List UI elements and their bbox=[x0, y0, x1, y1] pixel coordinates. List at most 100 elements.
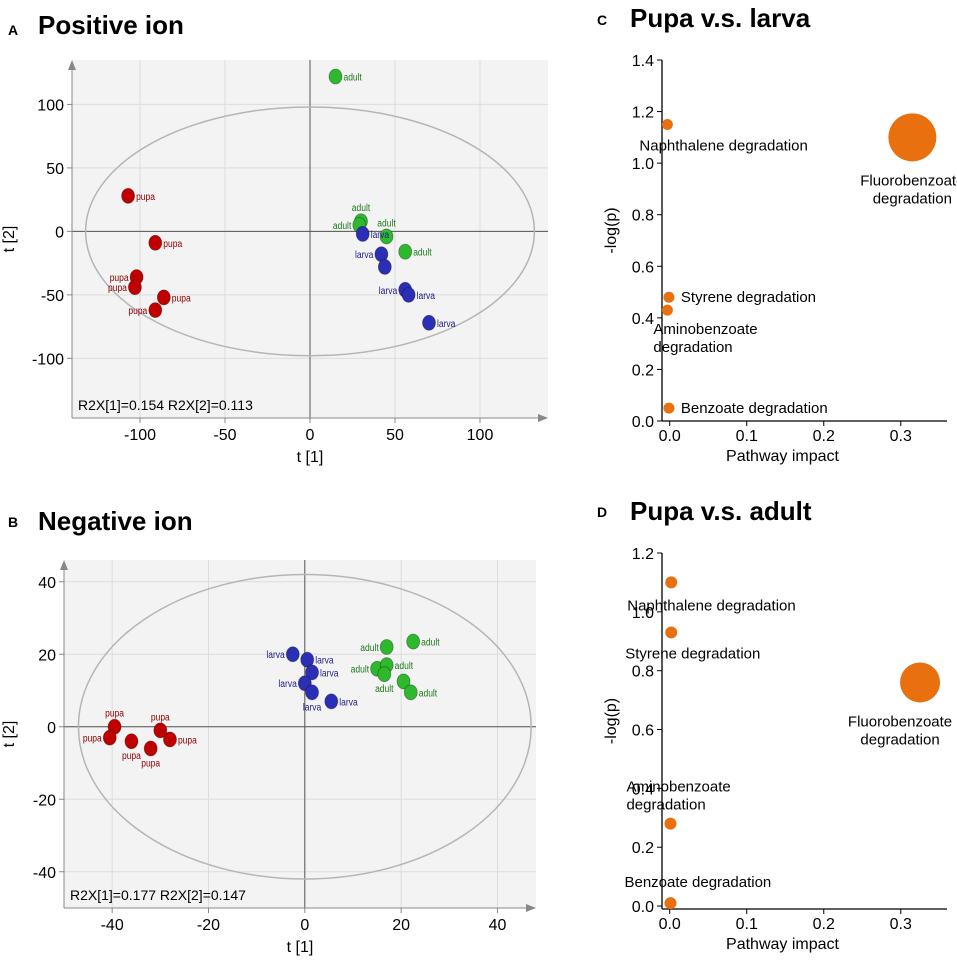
pupa-point bbox=[127, 279, 142, 296]
pathway-label: degradation bbox=[653, 339, 732, 356]
y-tick-label: -40 bbox=[33, 865, 56, 882]
pathway-point bbox=[888, 113, 937, 162]
y-axis-arrow bbox=[68, 60, 76, 70]
x-tick-label: 0.3 bbox=[890, 916, 912, 933]
larva-point-label: larva bbox=[355, 250, 374, 261]
x-axis-arrow bbox=[526, 904, 536, 912]
pathway-label: Aminobenzoate bbox=[653, 321, 757, 338]
adult-point-label: adult bbox=[351, 664, 370, 675]
x-tick-label: 0 bbox=[306, 427, 315, 444]
adult-point-label: adult bbox=[395, 661, 414, 672]
larva-point bbox=[324, 693, 339, 710]
pathway-label: Aminobenzoate bbox=[626, 779, 730, 796]
chart-positive-ion: -100 -50 0 50 100 -100 -50 0 50 100 t [1] t [2] R2X[… bbox=[1, 60, 548, 466]
pathway-label: Naphthalene degradation bbox=[639, 137, 807, 154]
pathway-label: degradation bbox=[860, 731, 939, 748]
adult-point bbox=[379, 228, 394, 245]
pupa-point-label: pupa bbox=[163, 238, 183, 249]
y-tick-label: 0.8 bbox=[632, 664, 654, 681]
y-axis-arrow bbox=[60, 560, 68, 570]
larva-point-label: larva bbox=[437, 318, 456, 329]
pupa-point-label: pupa bbox=[128, 305, 148, 316]
y-tick-label: -50 bbox=[41, 288, 64, 305]
larva-point-label: larva bbox=[266, 650, 285, 661]
pathway-label: Styrene degradation bbox=[625, 645, 760, 662]
y-tick-label: 0.6 bbox=[632, 259, 654, 276]
adult-point bbox=[379, 639, 394, 655]
y-tick-label: 1.2 bbox=[632, 105, 654, 122]
pathway-label: Naphthalene degradation bbox=[627, 597, 795, 614]
pupa-point bbox=[163, 731, 177, 748]
x-tick-label: 0.1 bbox=[736, 916, 758, 933]
larva-point bbox=[401, 286, 416, 303]
x-axis-arrow bbox=[538, 414, 548, 422]
pathway-point bbox=[664, 817, 677, 830]
x-tick-label: -40 bbox=[101, 917, 124, 934]
pupa-point-label: pupa bbox=[172, 293, 192, 304]
pathway-label: degradation bbox=[873, 190, 952, 207]
r2x-annotation: R2X[1]=0.177 R2X[2]=0.147 bbox=[70, 887, 246, 903]
y-tick-label: 0.2 bbox=[632, 840, 654, 857]
pupa-point bbox=[121, 187, 136, 204]
adult-point-label: adult bbox=[377, 218, 396, 229]
adult-point-label: adult bbox=[421, 637, 440, 648]
y-tick-label: 1.0 bbox=[632, 605, 654, 622]
x-axis-label: Pathway impact bbox=[726, 936, 839, 953]
panel-b-letter: B bbox=[8, 514, 19, 530]
adult-point bbox=[377, 666, 392, 683]
larva-point-label: larva bbox=[417, 290, 436, 301]
larva-point-label: larva bbox=[371, 229, 390, 240]
y-tick-label: 1.4 bbox=[632, 53, 654, 70]
pupa-point-label: pupa bbox=[136, 191, 156, 202]
adult-point-label: adult bbox=[413, 247, 432, 258]
x-tick-label: 0.1 bbox=[736, 428, 758, 445]
pathway-point bbox=[661, 118, 673, 130]
y-tick-label: -100 bbox=[32, 351, 64, 368]
pupa-point bbox=[156, 289, 171, 306]
y-tick-label: 1.2 bbox=[632, 546, 654, 563]
pupa-point bbox=[102, 729, 117, 746]
pupa-point bbox=[143, 740, 158, 757]
adult-point bbox=[406, 633, 421, 650]
y-axis-label: -log(p) bbox=[603, 207, 620, 253]
chart-pupa-vs-adult: 0.0 0.2 0.4 0.6 0.8 1.0 1.2 0.0 0.1 0.2 0.3 Pathway… bbox=[603, 546, 952, 953]
pathway-label: Styrene degradation bbox=[681, 289, 816, 306]
larva-point-label: larva bbox=[339, 697, 358, 708]
y-tick-label: 0.4 bbox=[632, 781, 654, 798]
y-tick-label: 40 bbox=[38, 575, 56, 592]
y-axis-label: -log(p) bbox=[603, 698, 620, 744]
larva-point bbox=[305, 664, 319, 681]
y-tick-label: 0.0 bbox=[632, 899, 654, 916]
pupa-point-label: pupa bbox=[108, 283, 128, 294]
pupa-point bbox=[153, 722, 168, 739]
pupa-point-label: pupa bbox=[83, 733, 103, 744]
hotelling-ellipse bbox=[84, 106, 536, 357]
y-tick-label: 0 bbox=[55, 224, 64, 241]
y-tick-label: 0.6 bbox=[632, 723, 654, 740]
pathway-label: degradation bbox=[626, 797, 705, 814]
pathway-point bbox=[665, 576, 678, 589]
larva-point bbox=[300, 651, 315, 668]
pupa-point-label: pupa bbox=[141, 758, 161, 769]
panel-d-title: Pupa v.s. adult bbox=[630, 496, 812, 526]
pupa-point-label: pupa bbox=[151, 712, 171, 723]
adult-point-label: adult bbox=[352, 203, 371, 214]
y-tick-label: 50 bbox=[46, 161, 64, 178]
adult-point-label: adult bbox=[333, 220, 352, 231]
x-axis-label: Pathway impact bbox=[726, 448, 839, 465]
x-tick-label: 0.2 bbox=[813, 428, 835, 445]
y-tick-label: 0.0 bbox=[632, 414, 654, 431]
adult-point bbox=[398, 243, 413, 260]
larva-point bbox=[355, 226, 370, 242]
y-axis-label: t [2] bbox=[1, 226, 18, 253]
adult-point bbox=[328, 68, 343, 85]
y-tick-label: 20 bbox=[38, 647, 56, 664]
adult-point bbox=[403, 684, 418, 701]
pathway-point bbox=[661, 304, 673, 316]
pathway-label: Benzoate degradation bbox=[681, 400, 828, 417]
adult-point-label: adult bbox=[360, 642, 379, 653]
panel-c-letter: C bbox=[597, 12, 608, 28]
larva-point-label: larva bbox=[303, 702, 322, 713]
plot-area bbox=[64, 560, 536, 908]
x-tick-label: -100 bbox=[124, 427, 156, 444]
